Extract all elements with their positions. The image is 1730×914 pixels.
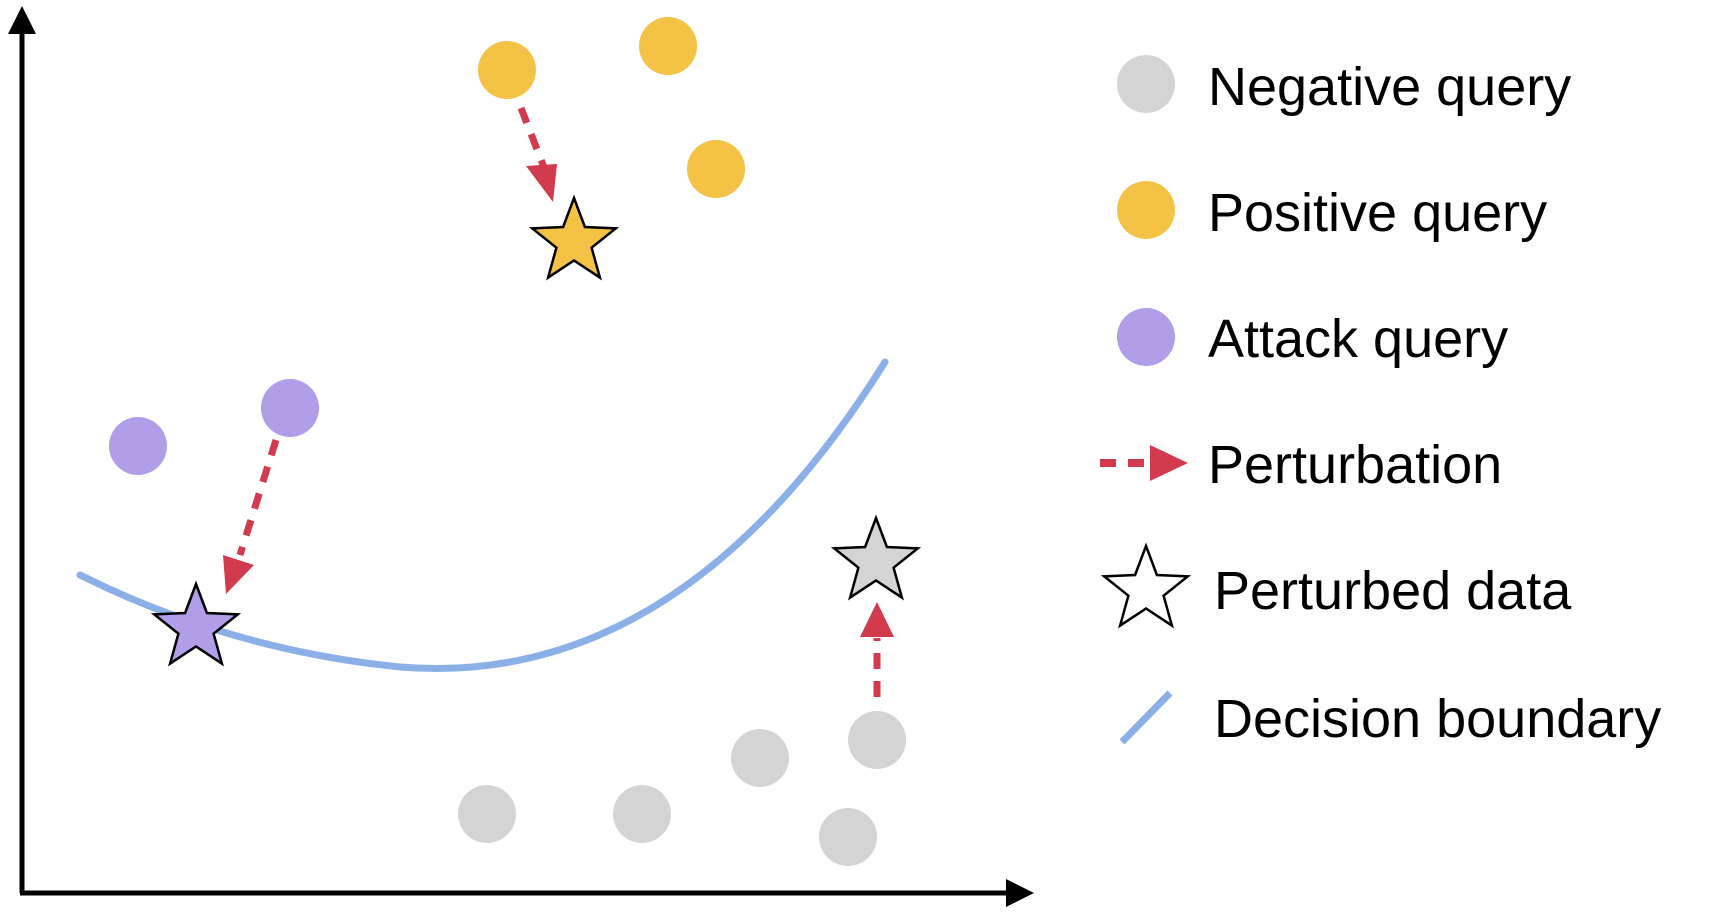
legend-perturbed-swatch	[1100, 542, 1192, 629]
attack-query-point	[109, 417, 167, 475]
axes	[8, 6, 1034, 907]
legend-negative-label: Negative query	[1208, 57, 1571, 117]
positive-query-point	[639, 17, 697, 75]
x-axis-arrowhead	[1006, 879, 1034, 907]
y-axis-arrowhead	[8, 6, 36, 34]
attack-query-points	[109, 379, 319, 475]
perturbed-data-stars	[150, 194, 922, 667]
legend-perturbation-label: Perturbation	[1208, 435, 1502, 495]
negative-query-points	[458, 711, 906, 866]
legend-negative-swatch	[1117, 55, 1175, 113]
perturbation-arrowhead	[860, 602, 894, 637]
positive-query-point	[478, 41, 536, 99]
legend-attack-swatch	[1117, 308, 1175, 366]
legend-perturbation-arrowhead	[1150, 445, 1188, 481]
legend-positive-label: Positive query	[1208, 183, 1547, 243]
negative-query-point	[848, 711, 906, 769]
perturbation-arrowhead	[223, 555, 254, 594]
negative-query-point	[458, 785, 516, 843]
negative-query-point	[731, 729, 789, 787]
perturbed-star-attack	[150, 580, 242, 667]
legend-perturbed-label: Perturbed data	[1214, 561, 1572, 621]
perturbation-arrows	[223, 106, 894, 697]
legend-boundary-swatch	[1119, 690, 1173, 745]
legend-attack-label: Attack query	[1208, 309, 1508, 369]
perturbation-arrowhead	[526, 164, 557, 202]
perturbed-star-positive	[528, 194, 620, 281]
negative-query-point	[613, 785, 671, 843]
legend: Negative query Positive query Attack que…	[1100, 55, 1661, 749]
positive-query-points	[478, 17, 745, 198]
perturbed-star-negative	[830, 514, 922, 601]
legend-positive-swatch	[1117, 181, 1175, 239]
legend-boundary-label: Decision boundary	[1214, 689, 1661, 749]
positive-query-point	[687, 140, 745, 198]
negative-query-point	[819, 808, 877, 866]
attack-query-point	[261, 379, 319, 437]
perturbation-arrow-attack	[236, 438, 280, 557]
perturbation-arrow-positive	[517, 106, 549, 172]
